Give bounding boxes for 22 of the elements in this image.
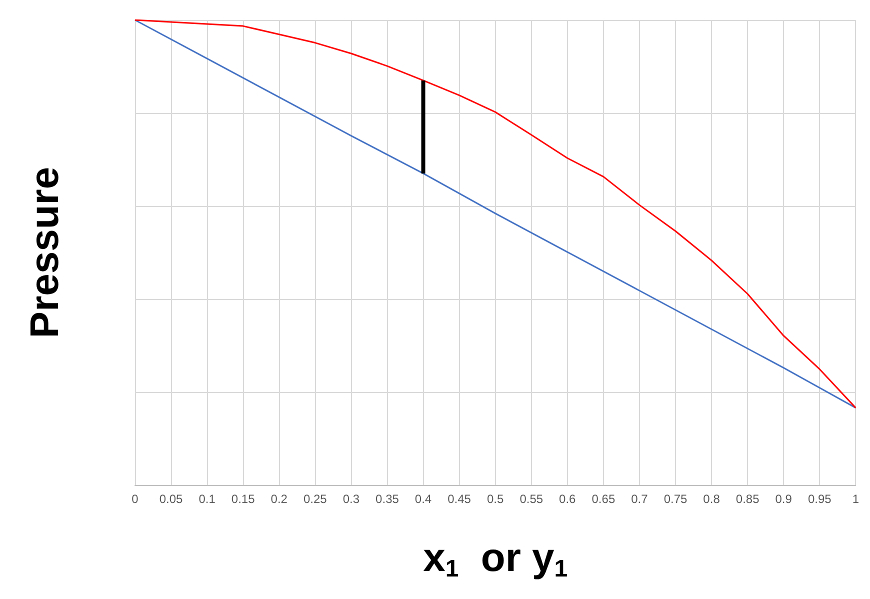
x-tick-label: 0.65 [592,492,616,506]
x-tick-label: 0.95 [808,492,832,506]
x-tick-label: 0.3 [342,492,360,506]
x-tick-label: 0 [132,492,139,506]
x-tick-label: 0.05 [159,492,184,506]
x-tick-label: 0.35 [376,492,400,506]
x-tick-label: 1 [852,492,860,506]
x-tick-label: 0.45 [448,492,472,506]
x-tick-label: 0.8 [703,492,720,506]
x-tick-label: 0.9 [775,492,792,506]
x-tick-label: 0.75 [664,492,688,506]
x-tick-label: 0.6 [559,492,576,506]
x-tick-label: 0.15 [231,492,256,506]
x-tick-label: 0.4 [414,492,432,506]
x-tick-label: 0.25 [303,492,328,506]
y-axis-title: Pressure [23,166,67,338]
x-tick-label: 0.7 [631,492,648,506]
x-tick-label: 0.1 [198,492,216,506]
x-tick-label: 0.2 [270,492,288,506]
x-tick-label: 0.5 [486,492,504,506]
x-tick-label: 0.55 [520,492,544,506]
x-tick-label: 0.85 [736,492,760,506]
